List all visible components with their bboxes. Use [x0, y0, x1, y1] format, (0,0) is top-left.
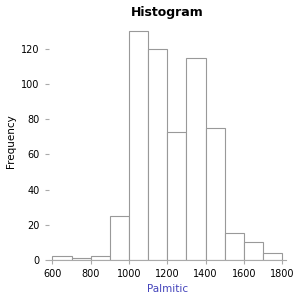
- Bar: [148, 49, 167, 260]
- Bar: [72, 258, 91, 260]
- Bar: [263, 253, 282, 260]
- Bar: [206, 128, 225, 260]
- Bar: [244, 242, 263, 260]
- Bar: [91, 256, 110, 260]
- Title: Histogram: Histogram: [131, 6, 204, 19]
- Bar: [225, 233, 244, 260]
- Bar: [52, 256, 72, 260]
- Bar: [167, 131, 186, 260]
- Bar: [110, 216, 129, 260]
- X-axis label: Palmitic: Palmitic: [147, 284, 188, 294]
- Bar: [186, 58, 206, 260]
- Y-axis label: Frequency: Frequency: [6, 114, 16, 168]
- Bar: [129, 31, 148, 260]
